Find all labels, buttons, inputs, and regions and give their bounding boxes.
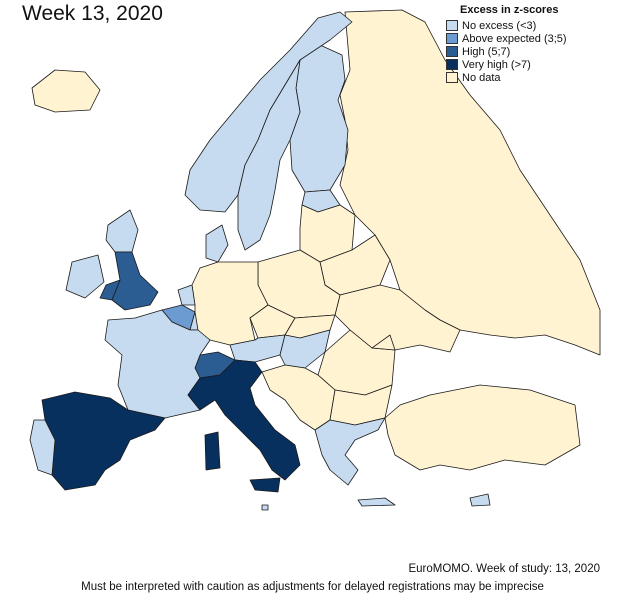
legend-label: High (5;7)	[462, 45, 511, 58]
legend-item: Very high (>7)	[446, 58, 596, 71]
country-cyprus[interactable]	[469, 493, 491, 507]
legend-label: No excess (<3)	[462, 19, 537, 32]
country-germany[interactable]	[191, 261, 269, 346]
legend-item: No data	[446, 71, 596, 84]
legend-item: No excess (<3)	[446, 19, 596, 32]
country-greece[interactable]	[314, 417, 386, 486]
country-netherlands[interactable]	[177, 284, 196, 306]
country-wales[interactable]	[99, 279, 121, 301]
country-iceland[interactable]	[31, 69, 101, 113]
legend-item: High (5;7)	[446, 45, 596, 58]
country-sweden[interactable]	[237, 59, 301, 251]
country-sardinia[interactable]	[204, 431, 221, 471]
legend-title: Excess in z-scores	[460, 4, 559, 16]
country-moldova[interactable]	[371, 334, 396, 351]
country-denmark[interactable]	[205, 224, 229, 263]
legend-swatch	[446, 33, 458, 44]
country-crete[interactable]	[357, 497, 396, 507]
country-france[interactable]	[104, 309, 211, 419]
legend-label: Very high (>7)	[462, 58, 531, 71]
legend-swatch	[446, 20, 458, 31]
legend-swatch	[446, 46, 458, 57]
country-sicily[interactable]	[249, 477, 281, 493]
country-portugal[interactable]	[29, 419, 56, 476]
legend-item: Above expected (3;5)	[446, 32, 596, 45]
country-malta[interactable]	[261, 504, 269, 511]
legend-label: Above expected (3;5)	[462, 32, 567, 45]
caveat-note: Must be interpreted with caution as adju…	[81, 581, 544, 593]
country-ireland[interactable]	[65, 254, 105, 299]
country-scotland[interactable]	[105, 209, 139, 253]
legend-items: No excess (<3) Above expected (3;5) High (…	[446, 19, 596, 84]
country-russia[interactable]	[339, 9, 601, 356]
legend-label: No data	[462, 71, 501, 84]
legend: Excess in z-scores No excess (<3) Above e…	[446, 4, 596, 84]
map-title: Week 13, 2020	[22, 2, 163, 25]
country-turkey[interactable]	[384, 384, 581, 471]
country-italy[interactable]	[187, 359, 301, 481]
source-note: EuroMOMO. Week of study: 13, 2020	[408, 563, 600, 575]
legend-swatch	[446, 59, 458, 70]
legend-swatch	[446, 72, 458, 83]
